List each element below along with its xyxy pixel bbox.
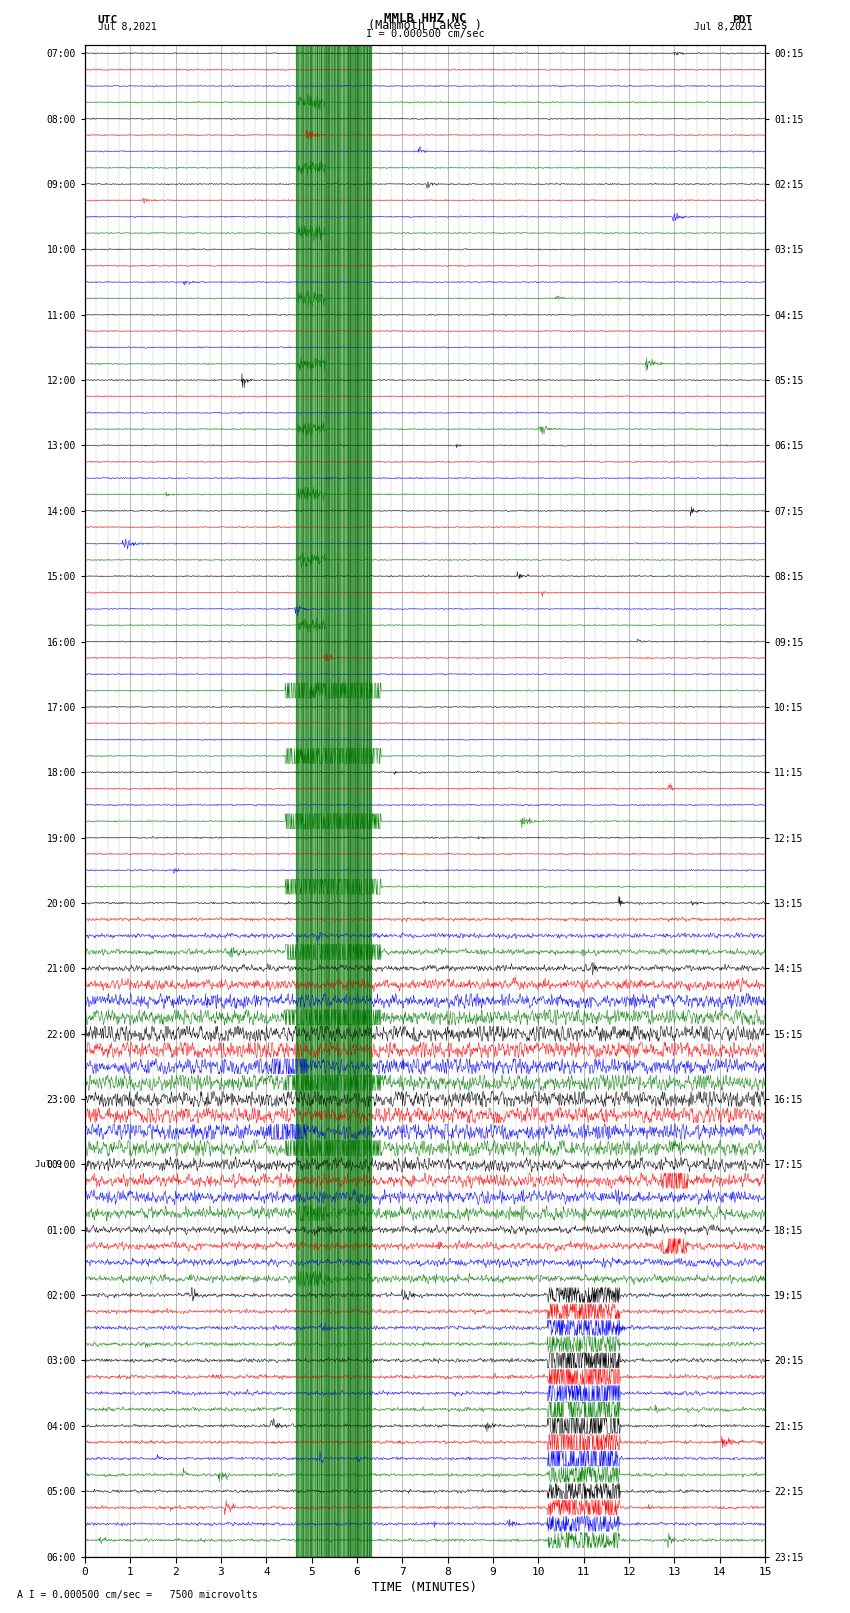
Text: PDT: PDT: [732, 15, 752, 24]
Text: I = 0.000500 cm/sec: I = 0.000500 cm/sec: [366, 29, 484, 39]
Text: UTC: UTC: [98, 15, 118, 24]
X-axis label: TIME (MINUTES): TIME (MINUTES): [372, 1581, 478, 1594]
Text: A I = 0.000500 cm/sec =   7500 microvolts: A I = 0.000500 cm/sec = 7500 microvolts: [17, 1590, 258, 1600]
Text: Jul 8,2021: Jul 8,2021: [694, 23, 752, 32]
Text: MMLB HHZ NC: MMLB HHZ NC: [383, 11, 467, 24]
Text: Jul 9: Jul 9: [36, 1160, 62, 1169]
Text: Jul 8,2021: Jul 8,2021: [98, 23, 156, 32]
Text: (Mammoth Lakes ): (Mammoth Lakes ): [368, 19, 482, 32]
